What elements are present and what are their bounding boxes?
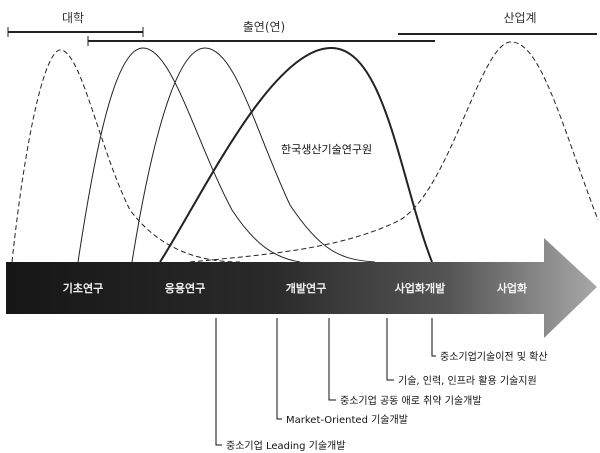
kitech-label: 한국생산기술연구원 [281, 143, 372, 156]
leader-joint-development [328, 318, 336, 401]
annotation-tech-transfer: 중소기업기술이전 및 확산 [440, 350, 548, 363]
curve-industry-dashed [189, 41, 599, 263]
stage-label-commercial-development: 사업화개발 [395, 281, 446, 295]
curve-kitech [159, 46, 433, 263]
annotation-leaders [215, 318, 436, 446]
annotation-sme-leading: 중소기업 Leading 기술개발 [226, 439, 345, 452]
curve-university-dashed [11, 49, 241, 263]
leader-tech-transfer [431, 318, 436, 357]
rnd-stage-arrow [6, 238, 597, 338]
sector-label-industry: 산업계 [503, 11, 536, 25]
stage-label-applied-research: 응용연구 [165, 281, 205, 295]
leader-market-oriented [276, 318, 282, 420]
curve-applied-research [131, 47, 376, 263]
stage-label-development-research: 개발연구 [286, 281, 326, 295]
stage-label-commercialization: 사업화 [497, 281, 527, 295]
stage-label-basic-research: 기초연구 [63, 281, 103, 295]
annotation-joint-development: 중소기업 공동 애로 취약 기술개발 [340, 394, 482, 407]
annotation-market-oriented: Market-Oriented 기술개발 [286, 414, 408, 426]
sector-brackets [7, 27, 597, 46]
sector-label-research-institute: 출연(연) [243, 20, 285, 34]
sector-label-university: 대학 [62, 11, 84, 25]
annotation-tech-support: 기술, 인력, 인프라 활용 기술지원 [398, 374, 537, 387]
curves [11, 41, 599, 263]
leader-tech-support [386, 318, 394, 381]
leader-sme-leading [215, 318, 222, 446]
curve-basic-research [77, 47, 301, 263]
